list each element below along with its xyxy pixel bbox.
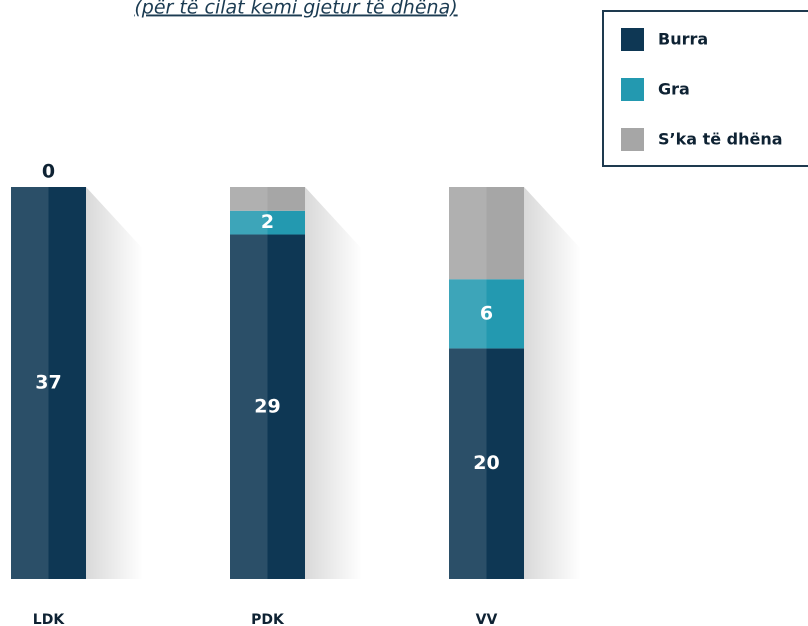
bar-segment [230,234,305,580]
legend-swatch [621,78,644,101]
bar-highlight [449,187,487,280]
bar-segment [230,210,305,235]
bar-shadow [524,187,581,579]
bar-segment [449,279,524,349]
x-tick-label: VV [476,612,498,626]
bar-highlight [230,187,268,211]
bar-highlight [230,210,268,235]
legend-label: S’ka të dhëna [658,130,783,149]
bar-segment [11,187,86,579]
bar-segment [449,348,524,579]
legend-label: Gra [658,80,690,99]
bar-highlight [449,348,487,579]
data-label: 29 [254,395,280,417]
bar-shadow [305,187,362,579]
bar-segment [449,187,524,280]
legend-swatch [621,28,644,51]
bar-shadow [86,187,143,579]
chart-subtitle: (për të cilat kemi gjetur të dhëna) [134,0,457,19]
bar-segment [230,187,305,211]
data-label: 20 [473,452,499,474]
bar-highlight [449,279,487,349]
data-label: 2 [261,211,274,233]
data-label: 6 [480,302,493,324]
legend-label: Burra [658,30,708,49]
legend-swatch [621,128,644,151]
x-tick-label: PDK [251,612,285,626]
data-label: 37 [35,372,61,394]
bar-highlight [11,187,49,579]
bar-highlight [230,234,268,580]
x-tick-label: LDK [33,612,66,626]
data-label: 0 [42,161,55,183]
